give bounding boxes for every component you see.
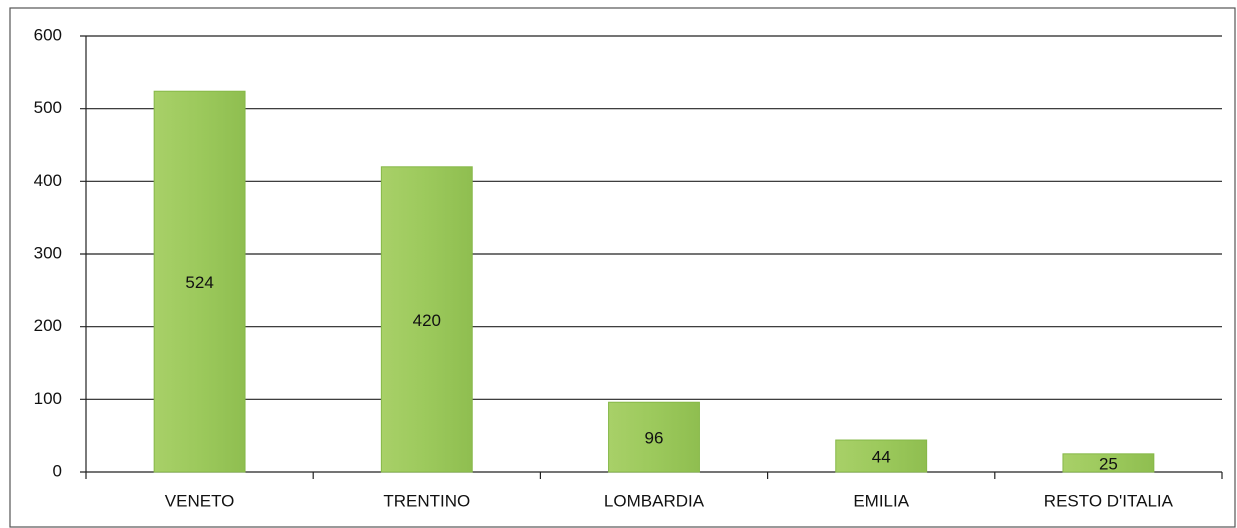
y-tick-label: 100	[34, 389, 62, 408]
data-label: 25	[1099, 454, 1118, 473]
x-tick-label: LOMBARDIA	[604, 491, 705, 510]
y-tick-label: 500	[34, 98, 62, 117]
data-label: 44	[872, 447, 891, 466]
y-tick-label: 200	[34, 316, 62, 335]
x-tick-label: RESTO D'ITALIA	[1044, 491, 1174, 510]
bar	[1062, 453, 1155, 473]
data-label: 420	[413, 311, 441, 330]
data-label: 96	[645, 429, 664, 448]
y-tick-label: 400	[34, 171, 62, 190]
x-tick-label: TRENTINO	[383, 491, 470, 510]
y-tick-label: 0	[53, 461, 62, 480]
bar	[380, 166, 473, 473]
bar	[153, 90, 246, 473]
x-tick-label: EMILIA	[853, 491, 909, 510]
data-label: 524	[185, 273, 213, 292]
y-tick-label: 300	[34, 243, 62, 262]
x-tick-label: VENETO	[165, 491, 235, 510]
bar	[608, 401, 700, 473]
y-tick-label: 600	[34, 25, 62, 44]
bar	[835, 439, 928, 473]
